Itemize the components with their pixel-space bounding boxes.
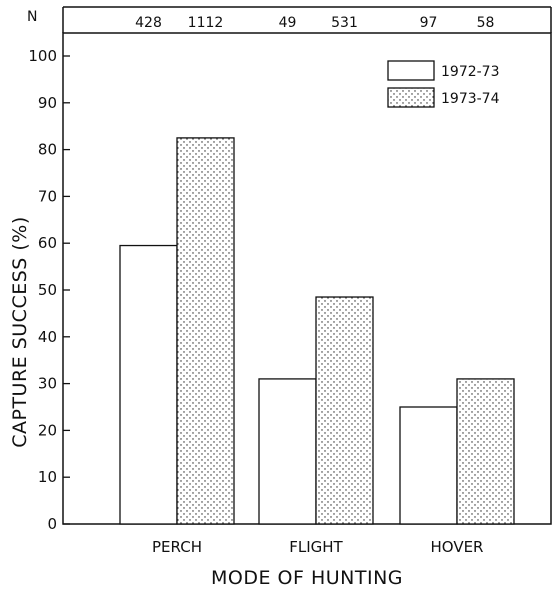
y-tick-label: 50 [38,281,57,299]
legend-label-1973-74: 1973-74 [441,91,500,107]
legend-item-1972-73: 1972-73 [387,60,500,81]
y-tick-label: 70 [38,187,57,205]
bar-perch-1973-74 [176,137,235,525]
legend-label-1972-73: 1972-73 [441,64,500,80]
y-tick-label: 20 [38,421,57,439]
n-value-perch-1973-74: 1112 [188,15,224,31]
legend-swatch-stippled [387,87,435,108]
y-tick-label: 30 [38,375,57,393]
y-tick-label: 40 [38,328,57,346]
bar-flight-1972-73 [258,378,317,525]
n-value-flight-1973-74: 531 [331,15,358,31]
n-values: 428 1112 49 531 97 58 [135,15,494,31]
bar-perch-1972-73 [119,244,178,525]
x-category-label-hover: HOVER [431,538,484,556]
y-tick-label: 10 [38,468,57,486]
y-tick-label: 100 [28,47,57,65]
n-value-perch-1972-73: 428 [135,15,162,31]
y-tick-label: 80 [38,141,57,159]
x-axis-labels: PERCH FLIGHT HOVER [152,538,483,556]
legend: 1972-73 1973-74 [387,60,500,108]
bar-flight-1973-74 [315,296,374,525]
y-tick-label: 90 [38,94,57,112]
n-value-flight-1972-73: 49 [279,15,297,31]
x-axis-title: MODE OF HUNTING [211,567,403,589]
legend-swatch-open [387,60,435,81]
bars [119,137,515,525]
y-axis-title: CAPTURE SUCCESS (%) [9,216,31,448]
y-tick-label: 0 [47,515,57,533]
n-header: N [27,6,552,33]
x-category-label-flight: FLIGHT [289,538,343,556]
legend-item-1973-74: 1973-74 [387,87,500,108]
n-value-hover-1972-73: 97 [420,15,438,31]
y-tick-label: 60 [38,234,57,252]
bar-hover-1972-73 [399,406,458,525]
n-header-label: N [27,9,37,25]
x-category-label-perch: PERCH [152,538,202,556]
bar-hover-1973-74 [456,378,515,525]
n-value-hover-1973-74: 58 [477,15,495,31]
y-axis: 0 10 20 30 40 50 60 70 80 90 100 [28,47,70,533]
